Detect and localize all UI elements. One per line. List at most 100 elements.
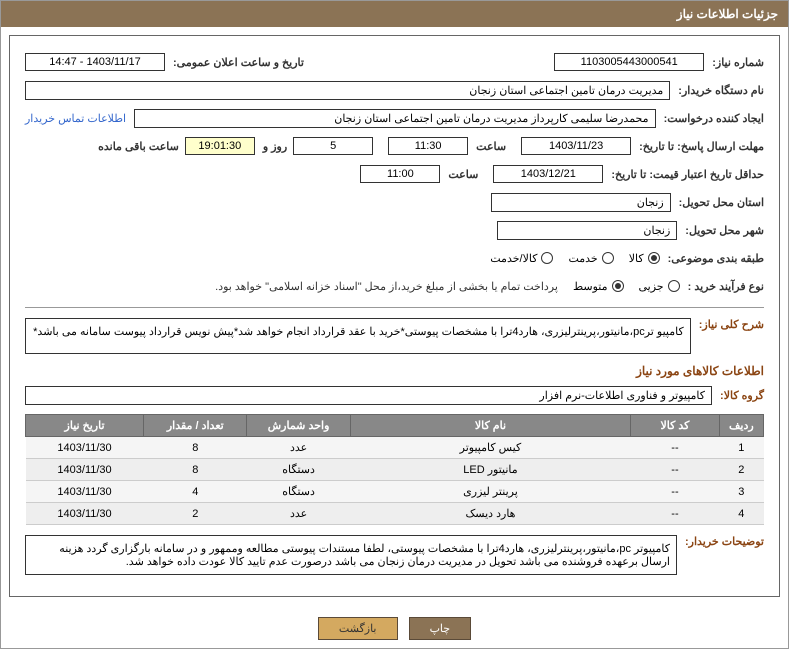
field-requester: محمدرضا سلیمی کارپرداز مدیریت درمان تامی… — [134, 109, 656, 128]
table-cell: 8 — [144, 437, 247, 459]
radio-label: خدمت — [568, 252, 597, 265]
table-cell: 1403/11/30 — [26, 437, 144, 459]
label-price-validity: حداقل تاریخ اعتبار قیمت: تا تاریخ: — [611, 168, 764, 181]
table-cell: 1403/11/30 — [26, 481, 144, 503]
print-button[interactable]: چاپ — [409, 617, 472, 640]
row-category: طبقه بندی موضوعی: کالا خدمت کالا/خدمت — [25, 247, 764, 269]
label-category: طبقه بندی موضوعی: — [668, 252, 764, 265]
field-days-remaining: 5 — [293, 137, 373, 155]
table-cell: دستگاه — [247, 481, 350, 503]
table-header-cell: تاریخ نیاز — [26, 415, 144, 437]
label-product-group: گروه کالا: — [720, 389, 764, 402]
table-row: 4--هارد دیسکعدد21403/11/30 — [26, 503, 764, 525]
label-days-and: روز و — [263, 140, 287, 153]
label-purchase-type: نوع فرآیند خرید : — [688, 280, 764, 293]
field-buyer-notes: کامپیوتر pc،مانیتور،پرینترلیزری، هارد4تر… — [25, 535, 677, 575]
row-price-validity: حداقل تاریخ اعتبار قیمت: تا تاریخ: 1403/… — [25, 163, 764, 185]
row-delivery-city: شهر محل تحویل: زنجان — [25, 219, 764, 241]
table-cell: پرینتر لیزری — [350, 481, 630, 503]
table-cell: 4 — [144, 481, 247, 503]
table-header-cell: تعداد / مقدار — [144, 415, 247, 437]
label-announce-datetime: تاریخ و ساعت اعلان عمومی: — [173, 56, 304, 69]
radio-option[interactable]: جزیی — [639, 280, 680, 293]
header-title: جزئیات اطلاعات نیاز — [677, 7, 778, 21]
radio-option[interactable]: کالا — [629, 252, 660, 265]
row-purchase-type: نوع فرآیند خرید : جزیی متوسط پرداخت تمام … — [25, 275, 764, 297]
label-buyer-org: نام دستگاه خریدار: — [678, 84, 764, 97]
table-header-cell: واحد شمارش — [247, 415, 350, 437]
table-cell: عدد — [247, 503, 350, 525]
table-cell: -- — [631, 459, 720, 481]
field-response-time: 11:30 — [388, 137, 468, 155]
field-price-validity-date: 1403/12/21 — [493, 165, 603, 183]
section-items-info: اطلاعات کالاهای مورد نیاز — [25, 364, 764, 378]
back-button[interactable]: بازگشت — [318, 617, 398, 640]
table-cell: -- — [631, 481, 720, 503]
field-delivery-province: زنجان — [491, 193, 671, 212]
table-row: 1--کیس کامپیوترعدد81403/11/30 — [26, 437, 764, 459]
row-buyer-notes: توضیحات خریدار: کامپیوتر pc،مانیتور،پرین… — [25, 535, 764, 575]
table-cell: 8 — [144, 459, 247, 481]
label-need-number: شماره نیاز: — [712, 56, 764, 69]
contact-link[interactable]: اطلاعات تماس خریدار — [25, 112, 126, 125]
label-need-desc: شرح کلی نیاز: — [699, 318, 764, 331]
radio-circle-icon — [668, 280, 680, 292]
button-row: چاپ بازگشت — [1, 609, 788, 648]
table-cell: هارد دیسک — [350, 503, 630, 525]
table-cell: -- — [631, 437, 720, 459]
radio-option[interactable]: خدمت — [568, 252, 613, 265]
radio-circle-icon — [612, 280, 624, 292]
table-cell: دستگاه — [247, 459, 350, 481]
radio-option[interactable]: کالا/خدمت — [490, 252, 553, 265]
table-cell: 2 — [719, 459, 763, 481]
radio-option[interactable]: متوسط — [573, 280, 624, 293]
field-need-number: 1103005443000541 — [554, 53, 704, 71]
table-cell: -- — [631, 503, 720, 525]
label-buyer-notes: توضیحات خریدار: — [685, 535, 764, 548]
radio-circle-icon — [648, 252, 660, 264]
label-time-remaining: ساعت باقی مانده — [98, 140, 179, 153]
field-need-desc: کامپیو ترpc،مانیتور،پرینترلیزری، هارد4تر… — [25, 318, 691, 354]
row-buyer-org: نام دستگاه خریدار: مدیریت درمان تامین اج… — [25, 79, 764, 101]
label-requester: ایجاد کننده درخواست: — [664, 112, 764, 125]
table-cell: 1 — [719, 437, 763, 459]
row-delivery-province: استان محل تحویل: زنجان — [25, 191, 764, 213]
radio-group-purchase-type: جزیی متوسط — [573, 280, 680, 293]
table-cell: 1403/11/30 — [26, 459, 144, 481]
table-cell: کیس کامپیوتر — [350, 437, 630, 459]
label-time-2: ساعت — [448, 168, 478, 181]
purchase-note: پرداخت تمام یا بخشی از مبلغ خرید،از محل … — [215, 280, 558, 293]
field-price-validity-time: 11:00 — [360, 165, 440, 183]
table-cell: 2 — [144, 503, 247, 525]
field-buyer-org: مدیریت درمان تامین اجتماعی استان زنجان — [25, 81, 670, 100]
table-row: 3--پرینتر لیزریدستگاه41403/11/30 — [26, 481, 764, 503]
table-header-cell: کد کالا — [631, 415, 720, 437]
main-container: جزئیات اطلاعات نیاز شماره نیاز: 11030054… — [0, 0, 789, 649]
field-countdown: 19:01:30 — [185, 137, 255, 155]
table-cell: 3 — [719, 481, 763, 503]
table-cell: مانیتور LED — [350, 459, 630, 481]
label-time-1: ساعت — [476, 140, 506, 153]
label-delivery-city: شهر محل تحویل: — [685, 224, 764, 237]
row-response-deadline: مهلت ارسال پاسخ: تا تاریخ: 1403/11/23 سا… — [25, 135, 764, 157]
table-header-cell: نام کالا — [350, 415, 630, 437]
label-delivery-province: استان محل تحویل: — [679, 196, 764, 209]
table-cell: 4 — [719, 503, 763, 525]
table-cell: 1403/11/30 — [26, 503, 144, 525]
table-row: 2--مانیتور LEDدستگاه81403/11/30 — [26, 459, 764, 481]
field-response-date: 1403/11/23 — [521, 137, 631, 155]
row-product-group: گروه کالا: کامپیوتر و فناوری اطلاعات-نرم… — [25, 384, 764, 406]
table-body: 1--کیس کامپیوترعدد81403/11/302--مانیتور … — [26, 437, 764, 525]
row-need-number: شماره نیاز: 1103005443000541 تاریخ و ساع… — [25, 51, 764, 73]
radio-label: جزیی — [639, 280, 664, 293]
radio-label: متوسط — [573, 280, 608, 293]
row-need-desc: شرح کلی نیاز: کامپیو ترpc،مانیتور،پرینتر… — [25, 318, 764, 354]
radio-label: کالا/خدمت — [490, 252, 537, 265]
table-header-row: ردیفکد کالانام کالاواحد شمارشتعداد / مقد… — [26, 415, 764, 437]
field-delivery-city: زنجان — [497, 221, 677, 240]
content-panel: شماره نیاز: 1103005443000541 تاریخ و ساع… — [9, 35, 780, 597]
page-header: جزئیات اطلاعات نیاز — [1, 1, 788, 27]
field-announce-datetime: 1403/11/17 - 14:47 — [25, 53, 165, 71]
items-table: ردیفکد کالانام کالاواحد شمارشتعداد / مقد… — [25, 414, 764, 525]
radio-circle-icon — [602, 252, 614, 264]
